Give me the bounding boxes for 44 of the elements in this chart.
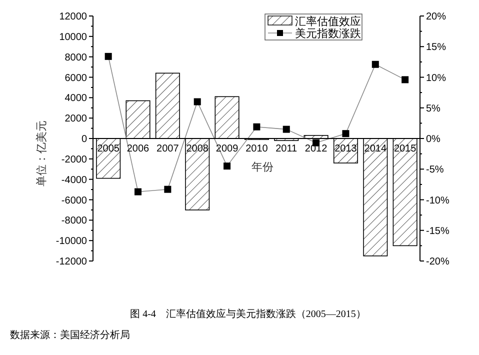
y2-tick-label: 10% (426, 72, 446, 84)
caption: 图 4-4 汇率估值效应与美元指数涨跌（2005—2015） (130, 308, 366, 320)
y2-tick-label: -5% (426, 164, 444, 176)
y-tick-label: 4000 (64, 93, 88, 104)
source-note: 数据来源：美国经济分析局 (10, 329, 130, 341)
y-tick-label: -8000 (61, 216, 88, 227)
y2-tick-label: 5% (426, 103, 441, 114)
y-tick-label: -12000 (56, 256, 88, 268)
x-tick-label: 2010 (246, 144, 268, 154)
y-axis-title: 单位：亿美元 (35, 120, 48, 186)
y-tick-label: 8000 (64, 52, 88, 64)
x-tick-label: 2011 (276, 144, 298, 154)
x-tick-label: 2009 (216, 144, 239, 154)
legend-label: 汇率估值效应 (295, 15, 361, 28)
y-tick-label: -10000 (56, 236, 88, 248)
y-tick-label: 0 (81, 134, 88, 145)
point (194, 98, 201, 106)
point (282, 126, 290, 133)
y-tick-label: 2000 (64, 114, 88, 125)
y2-tick-label: 15% (426, 42, 446, 54)
legend-label: 美元指数涨跌 (295, 27, 361, 40)
point (253, 123, 260, 130)
y2-tick-label: -15% (426, 226, 450, 237)
y2-tick-label: 0% (426, 134, 441, 145)
point (224, 162, 231, 170)
x-tick-label: 2006 (126, 144, 150, 154)
y2-tick-label: -20% (426, 256, 450, 268)
y-tick-label: -2000 (61, 154, 88, 166)
y-tick-label: -6000 (61, 195, 88, 206)
y-tick-label: -4000 (61, 174, 88, 186)
y-tick-label: 12000 (59, 12, 88, 22)
point (164, 186, 172, 193)
y-tick-label: 6000 (64, 72, 88, 84)
point (134, 188, 142, 196)
y-tick-label: 10000 (59, 32, 88, 43)
y2-tick-label: 20% (426, 12, 446, 22)
point (402, 76, 409, 84)
point (104, 52, 112, 60)
point (372, 60, 379, 68)
x-tick-label: 2007 (156, 144, 180, 154)
y2-tick-label: -10% (426, 195, 450, 206)
x-tick-label: 2008 (186, 144, 209, 154)
x-axis-title: 年份 (252, 162, 274, 174)
point (342, 130, 350, 138)
